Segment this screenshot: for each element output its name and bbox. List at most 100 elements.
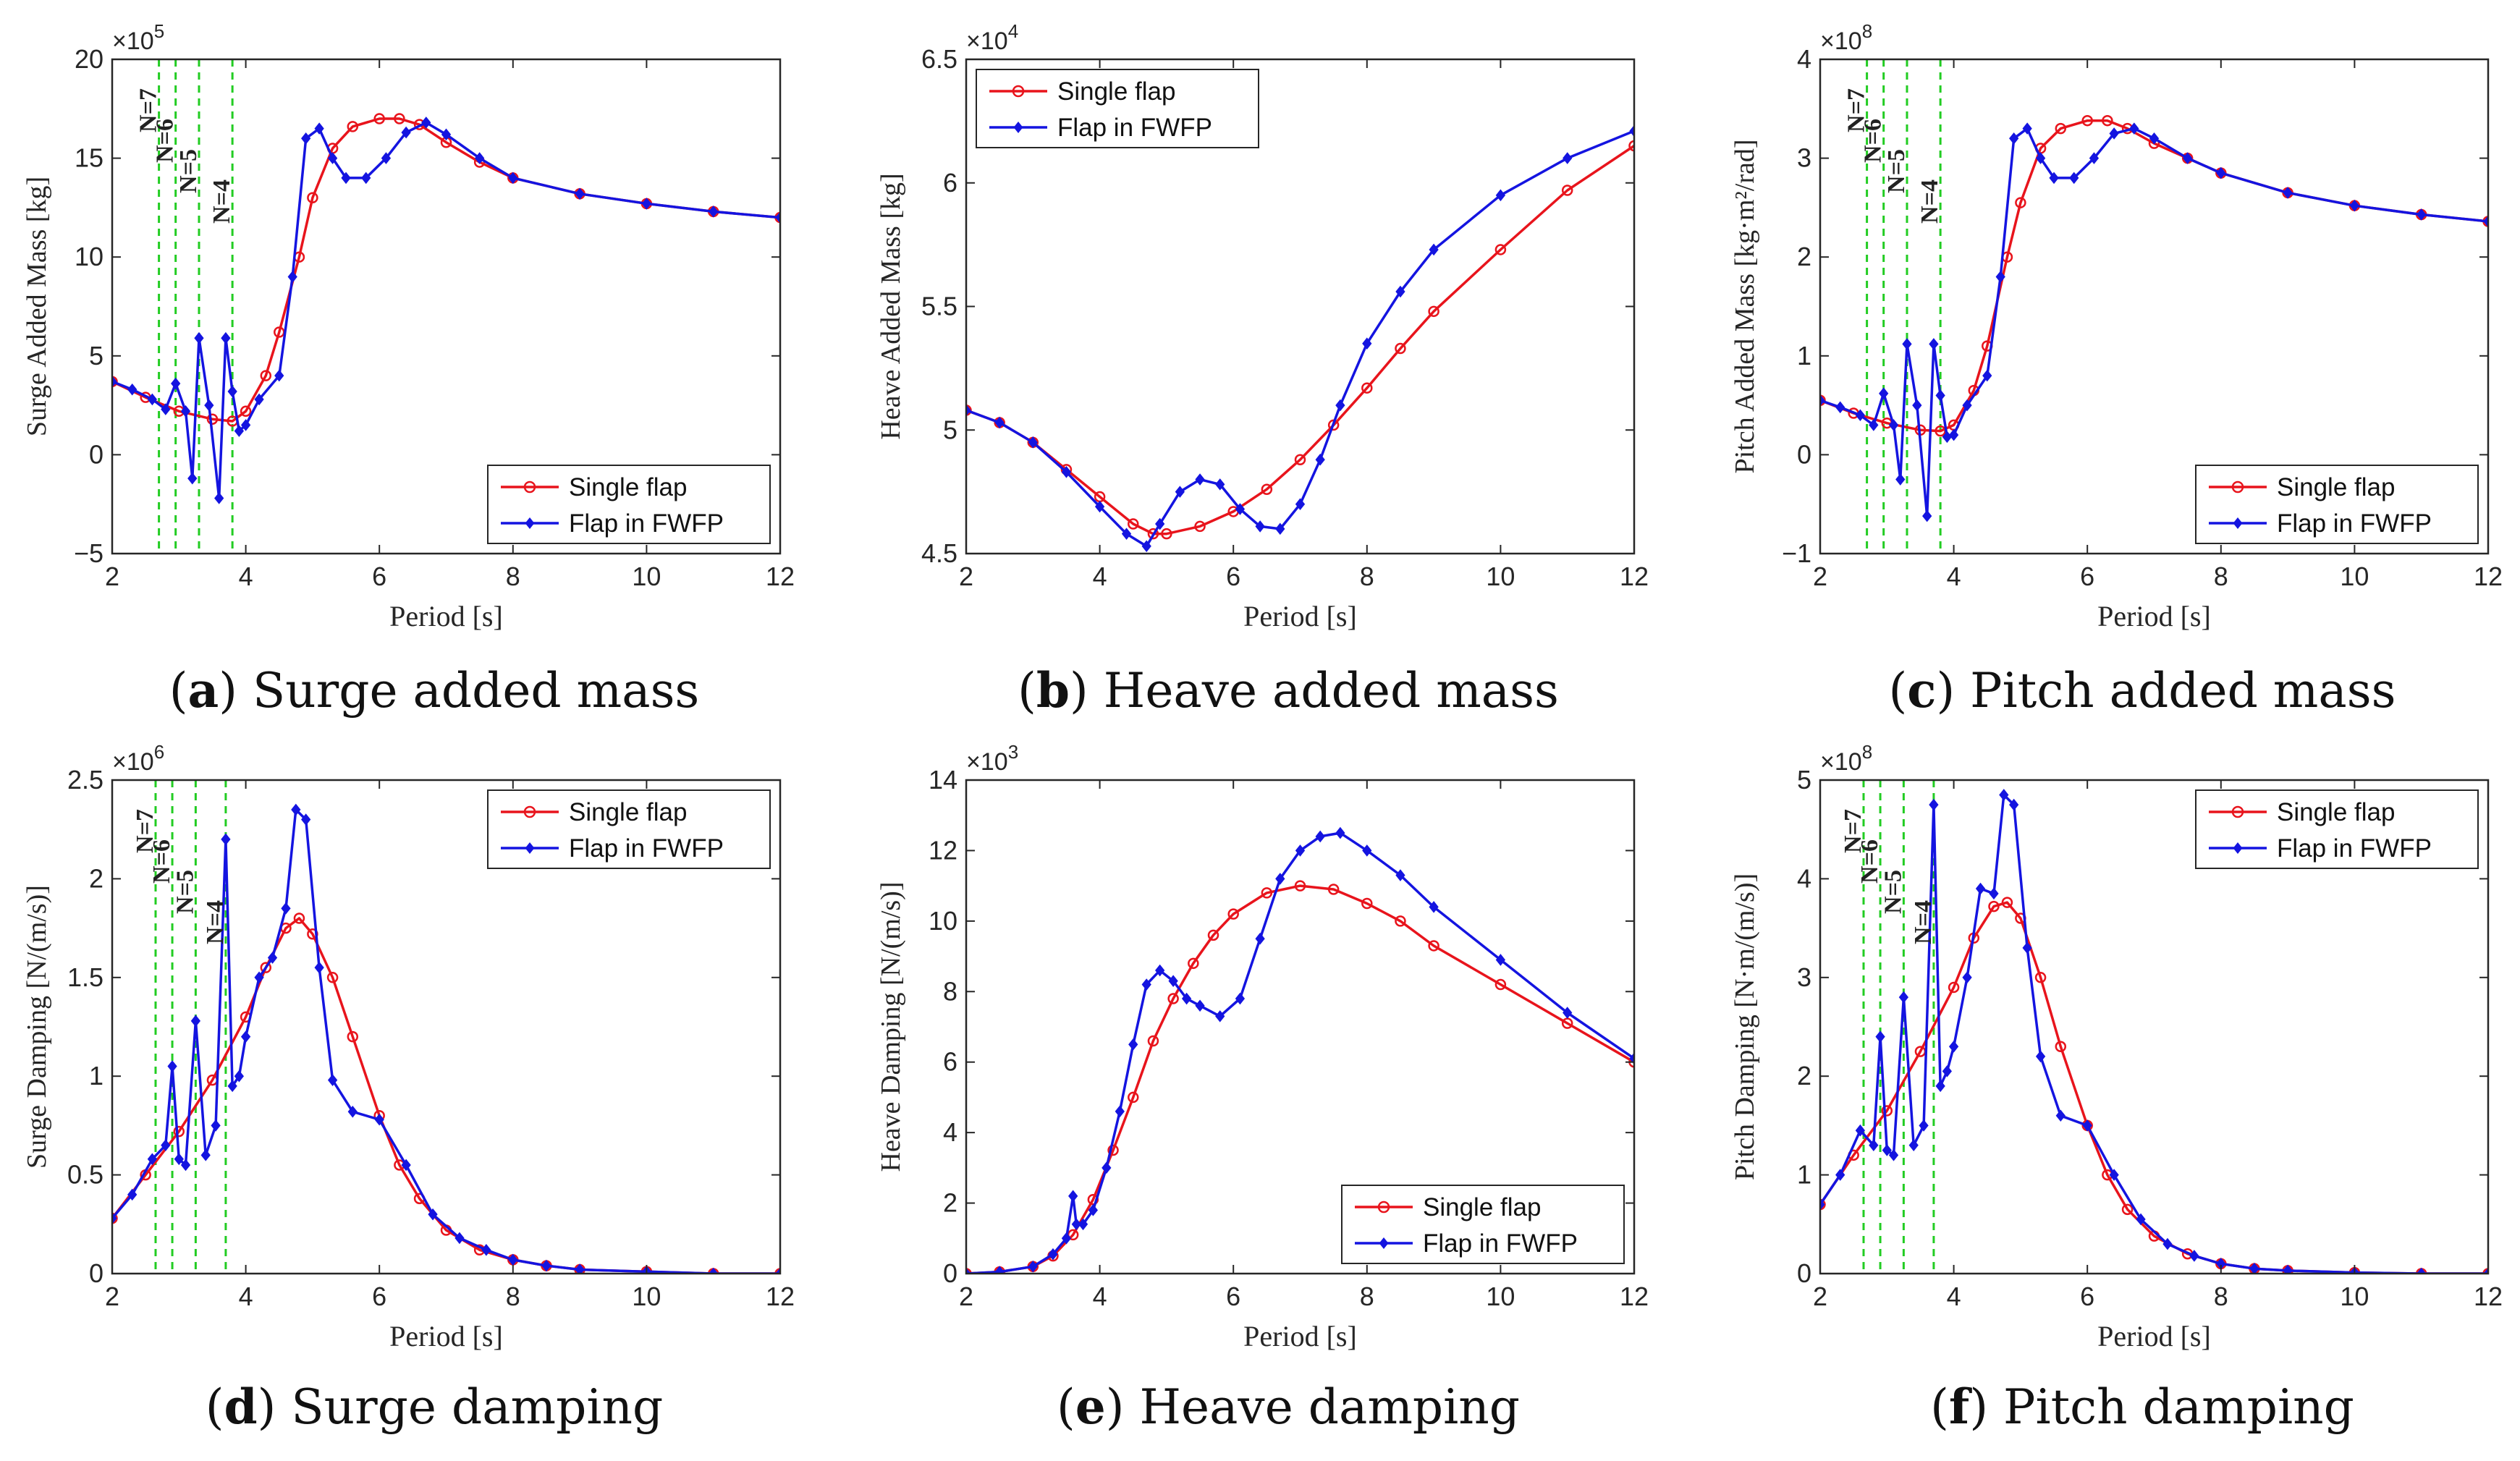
data-point	[187, 472, 198, 485]
data-point	[221, 331, 231, 344]
mode-label: N=7	[135, 88, 162, 132]
data-point	[1128, 1038, 1138, 1051]
data-point	[1929, 338, 1939, 350]
plot-data	[1820, 780, 2488, 1274]
y-tick-label: 20	[75, 44, 103, 74]
x-tick-label: 6	[372, 562, 386, 591]
data-point	[1948, 428, 1959, 441]
y-tick-label: −5	[74, 538, 103, 568]
data-point	[200, 1149, 211, 1161]
legend-marker	[1379, 1237, 1389, 1249]
data-point	[2183, 152, 2193, 164]
axis-exponent: ×106	[112, 741, 164, 776]
data-point	[2034, 972, 2047, 983]
y-tick-label: 2	[1797, 1061, 1811, 1091]
data-point	[1962, 971, 1972, 984]
y-tick-label: 0	[89, 439, 103, 469]
x-tick-label: 4	[239, 1282, 253, 1311]
y-axis-label: Surge Added Mass [kg]	[22, 177, 52, 436]
data-point	[994, 416, 1005, 429]
mode-label: N=5	[175, 149, 202, 193]
data-point	[1195, 999, 1205, 1012]
x-tick-label: 4	[239, 562, 253, 591]
x-tick-label: 10	[632, 562, 661, 591]
legend-box	[487, 789, 771, 869]
mode-label: N=4	[1916, 179, 1943, 224]
data-point	[301, 132, 311, 145]
data-point	[994, 1266, 1005, 1274]
data-point	[1922, 509, 1932, 522]
data-point	[180, 405, 191, 418]
legend-label: Single flap	[569, 473, 687, 501]
legend-marker	[2231, 480, 2244, 494]
data-point	[1294, 454, 1306, 465]
data-point	[1168, 975, 1178, 987]
data-point	[2349, 199, 2360, 212]
data-point	[1855, 1124, 1866, 1137]
legend-label: Single flap	[1057, 77, 1175, 106]
data-point	[1071, 1218, 1081, 1231]
data-point	[2015, 197, 2026, 208]
x-tick-label: 8	[2214, 562, 2228, 591]
data-point	[1820, 394, 1825, 407]
data-point	[147, 1153, 158, 1166]
legend-marker	[2233, 517, 2243, 529]
data-point	[147, 393, 158, 406]
data-point	[1835, 1169, 1845, 1181]
x-axis-label: Period [s]	[389, 1320, 503, 1352]
data-point	[2049, 171, 2059, 185]
data-point	[1995, 271, 2005, 283]
data-point	[227, 1080, 237, 1093]
y-tick-label: 0	[89, 1258, 103, 1288]
data-point	[1121, 528, 1132, 540]
axis-exponent: ×108	[1820, 20, 1872, 55]
legend-marker	[525, 517, 535, 529]
data-point	[2483, 1267, 2488, 1274]
data-point	[2483, 215, 2488, 228]
data-point	[1395, 342, 1406, 355]
data-point	[1948, 981, 1960, 994]
data-point	[1628, 140, 1634, 152]
y-tick-label: 2.5	[67, 765, 103, 795]
data-point	[1275, 873, 1285, 885]
data-point	[1215, 478, 1225, 491]
data-point	[190, 1015, 201, 1028]
legend-marker	[523, 480, 536, 494]
mode-label: N=4	[1910, 900, 1937, 944]
data-point	[1882, 1144, 1892, 1156]
x-tick-label: 8	[1360, 1282, 1374, 1311]
x-tick-label: 6	[2080, 562, 2094, 591]
data-point	[314, 122, 324, 135]
legend-label: Single flap	[2277, 473, 2395, 501]
y-tick-label: 5	[89, 341, 103, 370]
y-tick-label: 12	[929, 835, 957, 865]
data-point	[1175, 486, 1185, 498]
y-tick-label: 4	[1797, 44, 1811, 74]
data-point	[1235, 503, 1246, 515]
data-point	[1888, 419, 1899, 431]
data-point	[174, 1153, 184, 1166]
data-point	[475, 152, 485, 164]
data-point	[1188, 957, 1199, 970]
plot-frame	[1819, 779, 2490, 1275]
plot-frame	[965, 779, 1636, 1275]
y-tick-label: 1.5	[67, 962, 103, 992]
data-point	[1428, 305, 1439, 318]
mode-label: N=5	[1883, 149, 1910, 193]
x-axis-label: Period [s]	[1243, 1320, 1357, 1352]
data-point	[112, 1212, 117, 1224]
y-tick-label: 4	[943, 1117, 957, 1147]
x-axis-label: Period [s]	[2097, 600, 2211, 632]
data-point	[2009, 132, 2019, 145]
data-point	[347, 1106, 358, 1118]
data-point	[327, 152, 338, 164]
data-point	[2035, 1050, 2046, 1063]
data-point	[2055, 1109, 2066, 1122]
data-point	[347, 1030, 359, 1043]
data-point	[2136, 1213, 2146, 1226]
data-point	[1495, 189, 1506, 202]
data-point	[2082, 1119, 2092, 1132]
plot-data	[112, 59, 780, 554]
data-point	[254, 971, 264, 984]
x-tick-label: 6	[1226, 1282, 1240, 1311]
